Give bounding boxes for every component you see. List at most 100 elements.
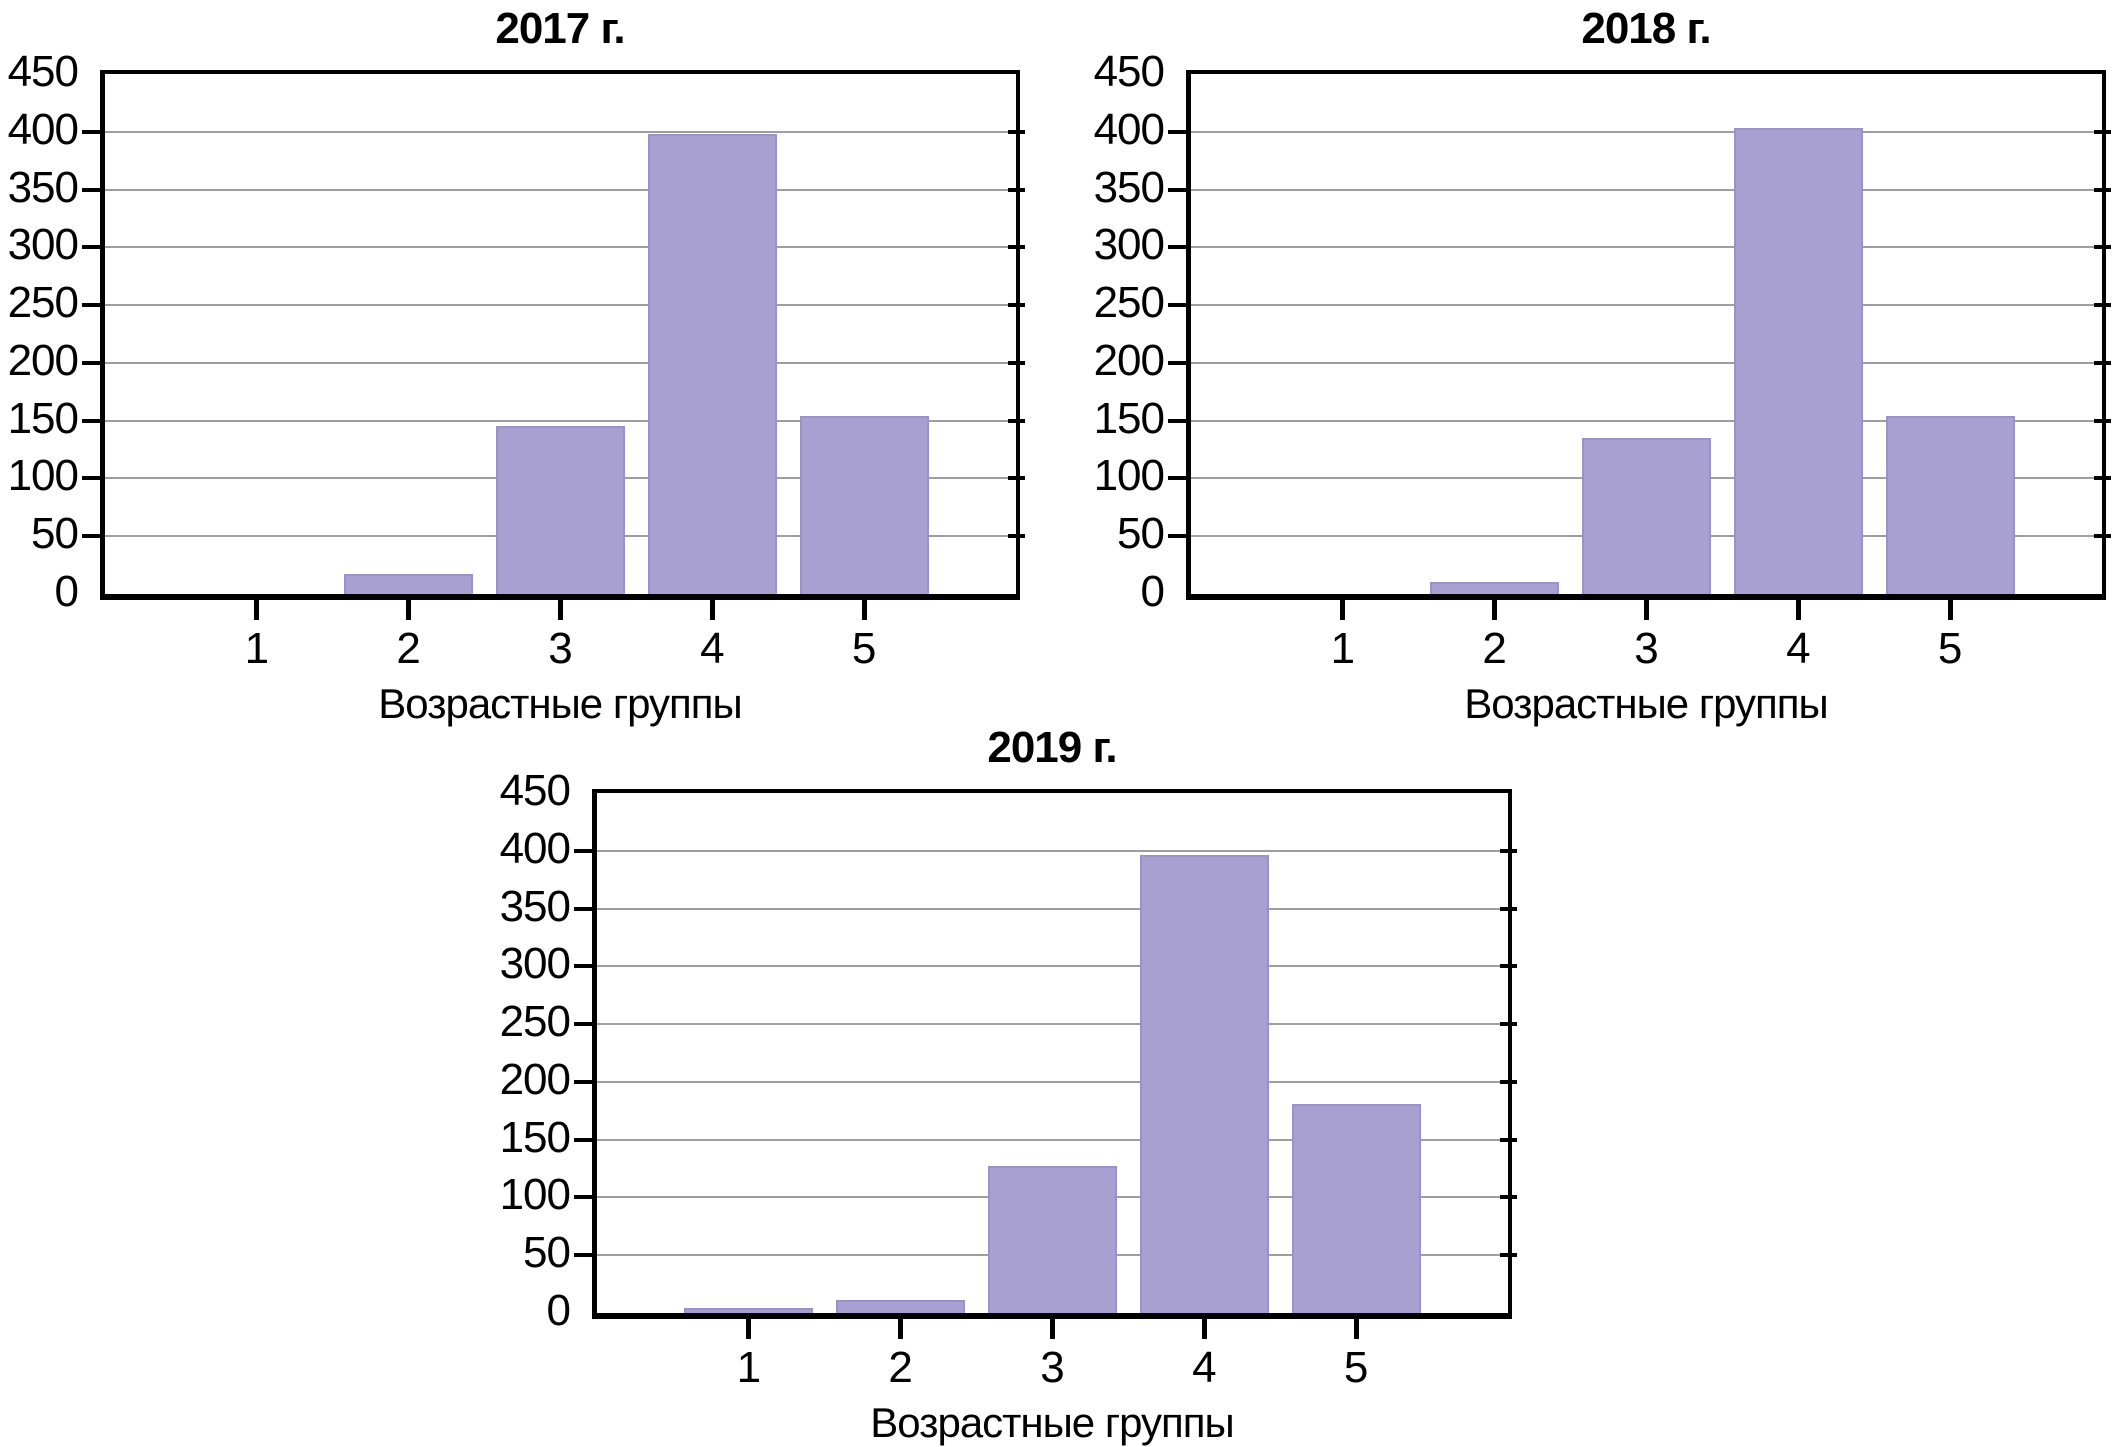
y-tick-label: 300 — [499, 939, 571, 989]
gridline — [105, 361, 1016, 364]
x-tick-label: 3 — [1040, 1343, 1065, 1392]
y-tick-right — [1500, 1022, 1517, 1027]
gridline — [105, 246, 1016, 249]
y-tick-right — [1008, 187, 1025, 192]
gridline — [1191, 130, 2102, 133]
gridline — [597, 1138, 1508, 1141]
x-tick — [1947, 598, 1953, 620]
gridline — [1191, 188, 2102, 191]
x-tick — [1340, 598, 1346, 620]
gridline — [105, 188, 1016, 191]
bar — [1292, 1103, 1421, 1313]
x-tick — [254, 598, 260, 620]
x-tick-label: 4 — [1786, 624, 1811, 673]
x-tick-label: 3 — [548, 624, 573, 673]
y-tick-right — [1008, 534, 1025, 539]
y-tick — [82, 129, 100, 134]
plot-area — [100, 70, 1020, 600]
x-tick-label: 5 — [1937, 624, 1963, 673]
x-tick — [1201, 1317, 1207, 1339]
gridline — [597, 1023, 1508, 1026]
y-tick — [1168, 418, 1186, 423]
y-tick-right — [2094, 303, 2111, 308]
y-tick-right — [1008, 245, 1025, 250]
y-tick-label: 450 — [499, 766, 571, 815]
chart-2018: 2018 г. Возрастные группы 0 50 100 150 200 25… — [1056, 0, 2112, 727]
bar — [648, 134, 777, 594]
y-tick — [1168, 129, 1186, 134]
y-tick — [82, 360, 100, 365]
bar — [800, 416, 929, 594]
bar — [684, 1308, 813, 1313]
y-tick-right — [2094, 129, 2111, 134]
y-tick-right — [1500, 1195, 1517, 1200]
y-tick-label: 50 — [31, 509, 79, 559]
y-tick-label: 250 — [7, 278, 79, 328]
x-tick — [1492, 598, 1498, 620]
x-axis-label: Возрастные группы — [870, 1399, 1234, 1446]
y-tick — [574, 1079, 592, 1084]
gridline — [1191, 419, 2102, 422]
chart-title: 2019 г. — [987, 723, 1117, 772]
y-tick-right — [2094, 418, 2111, 423]
y-tick-label: 200 — [499, 1054, 571, 1104]
y-tick-right — [2094, 476, 2111, 481]
y-tick — [82, 476, 100, 481]
bar — [1734, 128, 1863, 594]
x-tick-label: 3 — [1634, 624, 1659, 673]
x-tick — [1644, 598, 1649, 620]
y-tick-right — [2094, 534, 2111, 539]
y-tick — [82, 245, 100, 250]
gridline — [105, 304, 1016, 307]
y-tick-label: 350 — [1093, 162, 1165, 212]
y-tick — [82, 534, 100, 539]
y-tick-right — [2094, 245, 2111, 250]
bar — [988, 1166, 1117, 1313]
y-tick-label: 250 — [1093, 278, 1165, 328]
y-tick-right — [1008, 303, 1025, 308]
y-tick-label: 100 — [499, 1170, 571, 1220]
y-tick-right — [1008, 129, 1025, 134]
y-tick-label: 0 — [546, 1286, 571, 1335]
y-tick — [82, 418, 100, 423]
bar — [1430, 582, 1559, 594]
x-axis-label: Возрастные группы — [1464, 680, 1828, 727]
y-tick-label: 50 — [1117, 509, 1165, 559]
y-tick-label: 250 — [499, 997, 571, 1047]
gridline — [1191, 361, 2102, 364]
x-tick-label: 2 — [1482, 624, 1507, 673]
y-tick-label: 400 — [499, 823, 571, 873]
y-tick — [82, 303, 100, 308]
y-tick-label: 200 — [7, 335, 79, 385]
y-tick-label: 100 — [1093, 451, 1165, 501]
x-tick — [1353, 1317, 1359, 1339]
y-tick — [1168, 534, 1186, 539]
gridline — [597, 849, 1508, 852]
bar — [1886, 416, 2015, 594]
y-tick — [574, 1195, 592, 1200]
chart-title: 2018 г. — [1581, 4, 1711, 53]
x-axis-label: Возрастные группы — [378, 680, 742, 727]
y-tick-label: 400 — [7, 104, 79, 154]
x-tick-label: 2 — [888, 1343, 913, 1392]
y-tick — [82, 187, 100, 192]
x-tick — [406, 598, 412, 620]
y-tick-right — [1008, 418, 1025, 423]
y-tick-label: 150 — [499, 1112, 571, 1162]
x-tick — [861, 598, 867, 620]
y-tick-right — [1500, 964, 1517, 969]
bar — [1140, 855, 1269, 1313]
y-tick-label: 350 — [499, 881, 571, 931]
y-tick-right — [1500, 906, 1517, 911]
x-tick-label: 4 — [1192, 1343, 1217, 1392]
y-tick — [574, 964, 592, 969]
y-tick-right — [1008, 476, 1025, 481]
x-tick-label: 1 — [736, 1343, 762, 1392]
x-tick-label: 5 — [851, 624, 877, 673]
bar — [1582, 438, 1711, 594]
y-tick-right — [1500, 1253, 1517, 1258]
y-tick — [574, 1253, 592, 1258]
y-tick — [1168, 303, 1186, 308]
y-tick — [574, 906, 592, 911]
chart-2017: 2017 г. Возрастные группы 0 50 100 150 200 25… — [0, 0, 1056, 727]
